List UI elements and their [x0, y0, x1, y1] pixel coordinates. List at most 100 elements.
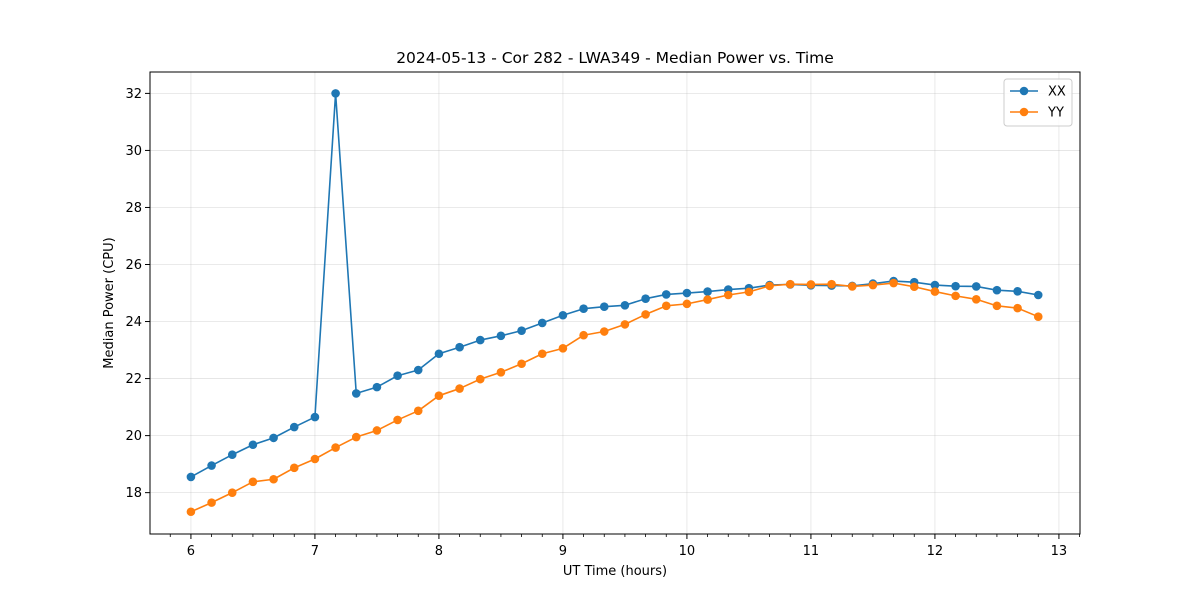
series-yy-point: [682, 299, 692, 309]
series-yy-point: [351, 432, 361, 442]
series-yy-point: [765, 281, 774, 291]
series-xx-point: [599, 302, 609, 312]
series-yy-point: [599, 327, 609, 336]
series-xx-point: [1033, 290, 1043, 300]
x-axis-title: UT Time (hours): [563, 564, 667, 579]
series-yy-point: [186, 507, 196, 517]
x-tick-label: 10: [679, 544, 696, 559]
series-xx-point: [248, 440, 258, 450]
series-xx-point: [351, 389, 361, 398]
series-xx-point: [393, 371, 402, 381]
series-xx-point: [517, 326, 526, 335]
series-xx-point: [682, 288, 692, 298]
series-yy-point: [930, 287, 940, 296]
series-xx-point: [620, 300, 630, 310]
series-xx-point: [434, 349, 444, 359]
series-yy-point: [909, 282, 919, 292]
series-yy-point: [475, 374, 485, 384]
series-yy-point: [248, 477, 258, 487]
series-yy-point: [868, 280, 878, 290]
y-tick-label: 30: [125, 144, 142, 159]
series-yy-point: [207, 498, 216, 507]
series-xx-point: [413, 365, 423, 375]
series-xx-point: [372, 382, 382, 392]
series-yy-point: [227, 488, 237, 497]
y-tick-label: 24: [125, 315, 142, 330]
series-yy-point: [1033, 312, 1043, 321]
series-yy-point: [393, 415, 402, 425]
series-yy-point: [620, 320, 630, 329]
series-yy-point: [1013, 303, 1022, 313]
series-yy-point: [827, 279, 836, 289]
series-yy-point: [723, 290, 733, 300]
series-yy-point: [455, 384, 464, 393]
x-tick-label: 11: [803, 544, 820, 559]
series-yy-point: [289, 463, 299, 473]
series-yy-point: [579, 330, 588, 340]
series-yy-point: [331, 443, 340, 452]
y-axis-title: Median Power (CPU): [102, 237, 117, 368]
series-xx-point: [992, 285, 1002, 295]
series-yy-point: [661, 301, 671, 311]
x-tick-label: 9: [559, 544, 567, 559]
series-yy-point: [537, 349, 547, 359]
series-yy-point: [434, 391, 444, 400]
series-xx-point: [930, 280, 940, 290]
legend-marker: [1019, 107, 1029, 117]
series-xx-point: [227, 450, 237, 460]
series-yy-point: [992, 301, 1002, 311]
y-tick-label: 20: [125, 429, 142, 444]
series-xx-point: [310, 412, 320, 422]
series-yy-point: [413, 406, 423, 416]
series-yy-point: [806, 280, 816, 289]
series-layer: [186, 89, 1043, 517]
series-yy-point: [372, 426, 382, 435]
series-yy-point: [889, 278, 898, 288]
series-yy-point: [558, 344, 568, 353]
series-yy-point: [269, 474, 278, 484]
series-xx-point: [207, 461, 216, 470]
series-xx-point: [537, 318, 547, 328]
y-tick-label: 32: [125, 87, 142, 102]
legend-entry-xx: XX: [1010, 85, 1066, 100]
series-xx-point: [269, 433, 278, 443]
series-yy: [186, 278, 1043, 517]
legend-entry-yy: YY: [1010, 106, 1064, 121]
chart-title: 2024-05-13 - Cor 282 - LWA349 - Median P…: [396, 49, 834, 67]
series-xx-point: [331, 89, 340, 98]
series-yy-point: [971, 294, 981, 304]
series-yy-point: [496, 368, 506, 377]
series-xx-point: [661, 290, 671, 299]
series-xx-point: [289, 422, 299, 432]
axis-ticks: 6 7 8 9 10 11 12 13 18 20 22 24 26 28 30 32: [125, 87, 1080, 559]
series-xx-point: [496, 331, 506, 341]
series-yy-point: [785, 279, 795, 289]
series-xx-point: [641, 294, 650, 304]
x-tick-label: 6: [187, 544, 195, 559]
series-xx-point: [579, 304, 588, 314]
series-yy-point: [951, 291, 960, 301]
y-tick-label: 18: [125, 486, 142, 501]
y-tick-label: 28: [125, 201, 142, 216]
series-yy-point: [641, 310, 650, 319]
series-yy-point: [517, 359, 526, 369]
series-xx-point: [951, 281, 960, 291]
legend-label: YY: [1047, 106, 1064, 121]
series-yy-point: [744, 287, 754, 297]
x-tick-label: 7: [311, 544, 319, 559]
grid: [150, 72, 1080, 534]
series-xx-point: [558, 310, 568, 320]
x-tick-label: 13: [1051, 544, 1068, 559]
series-xx-point: [971, 282, 981, 291]
y-tick-label: 22: [125, 372, 142, 387]
series-xx-point: [475, 335, 485, 345]
series-xx-point: [186, 472, 196, 482]
series-xx-point: [703, 287, 712, 296]
x-tick-label: 12: [927, 544, 944, 559]
legend-label: XX: [1048, 85, 1066, 100]
legend-marker: [1019, 86, 1029, 96]
series-xx-point: [1013, 287, 1022, 296]
x-tick-label: 8: [435, 544, 443, 559]
